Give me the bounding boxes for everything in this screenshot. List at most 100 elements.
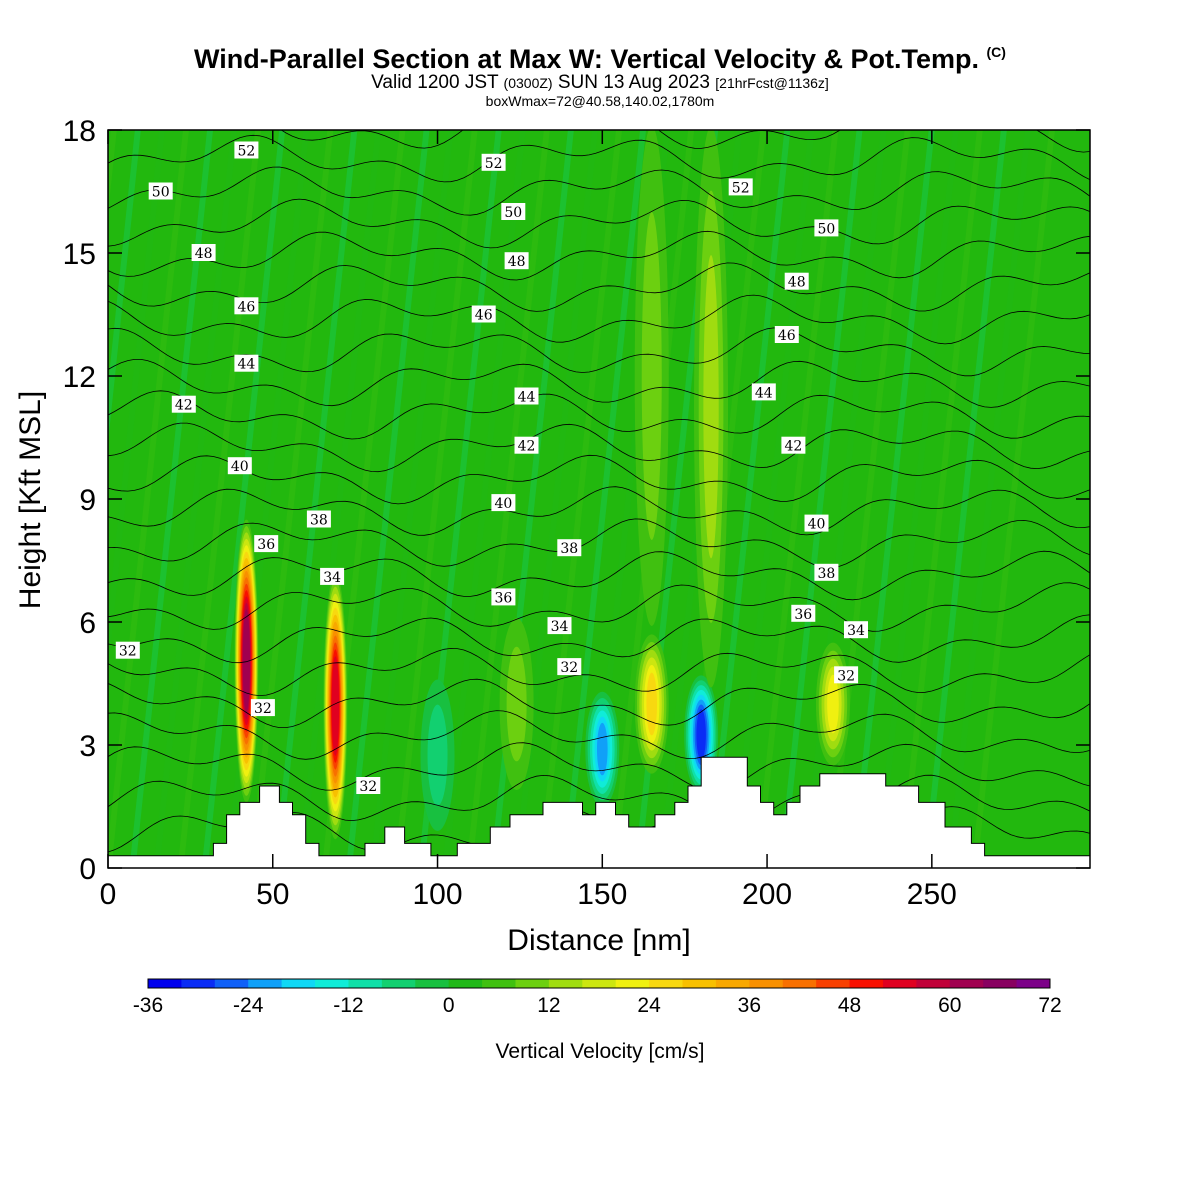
isentrope-label-bg — [834, 666, 859, 684]
w-feature-0 — [242, 609, 251, 713]
isentrope-label-bg — [481, 153, 506, 171]
isentrope-label: 44 — [751, 383, 776, 401]
colorbar-swatch — [1016, 979, 1051, 988]
isentrope-label-bg — [234, 141, 259, 159]
isentrope-41 — [108, 454, 1090, 505]
isentrope-42 — [108, 422, 1090, 473]
colorbar-label: 60 — [938, 994, 961, 1017]
colorbar-swatch — [515, 979, 550, 988]
isentrope-labels: 52 52 52 50 50 50 48 48 48 46 46 46 44 44 44 42 42 42 40 40… — [115, 141, 868, 795]
colorbar-label: 0 — [443, 994, 455, 1017]
x-tick-label: 250 — [907, 878, 957, 911]
y-tick-label: 12 — [63, 361, 96, 394]
colorbar-swatch — [715, 979, 750, 988]
isentrope-label-text: 40 — [494, 496, 512, 512]
colorbar-swatch — [882, 979, 917, 988]
isentrope-label-bg — [804, 514, 829, 532]
isentrope-label-bg — [234, 354, 259, 372]
isentrope-label-text: 34 — [551, 619, 569, 635]
isentrope-label-text: 38 — [817, 566, 835, 582]
colorbar-swatch — [181, 979, 216, 988]
isentrope-label-text: 32 — [119, 644, 137, 660]
isentrope-label: 52 — [728, 178, 753, 196]
isentrope-label: 48 — [504, 252, 529, 270]
isentrope-label-text: 46 — [237, 299, 255, 315]
field-streak — [442, 130, 526, 868]
valid-prefix: Valid 1200 JST — [371, 72, 499, 93]
x-tick-label: 0 — [100, 878, 117, 911]
isentrope-label-bg — [306, 510, 331, 528]
isentrope-label-bg — [471, 305, 496, 323]
isentrope-38 — [108, 550, 1090, 601]
isentrope-label-bg — [751, 383, 776, 401]
isentrope-label-text: 40 — [231, 459, 249, 475]
isentrope-label: 52 — [234, 141, 259, 160]
colorbar-swatch — [281, 979, 316, 988]
y-tick-label: 3 — [79, 730, 96, 763]
isentrope-label-text: 46 — [778, 328, 796, 344]
field-streak — [201, 130, 286, 868]
field-streak — [514, 130, 598, 868]
isentrope-label: 32 — [250, 699, 275, 717]
isentrope-label-bg — [254, 535, 279, 553]
isentrope-label: 32 — [834, 666, 859, 684]
isentrope-label-text: 32 — [837, 668, 855, 684]
colorbar: -36 -24 -12 0 12 24 36 48 60 72 — [133, 978, 1062, 1017]
colorbar-label: -12 — [333, 994, 363, 1017]
isentrope-label: 36 — [491, 588, 516, 606]
colorbar-swatch — [214, 979, 249, 988]
isentrope-label-bg — [227, 457, 252, 475]
valid-forecast: [21hrFcst@1136z] — [715, 75, 829, 91]
colorbar-frame — [147, 978, 1051, 989]
isentrope-label: 32 — [356, 777, 381, 795]
y-tick-label: 6 — [79, 607, 96, 640]
field-streak — [947, 130, 1031, 868]
isentrope-label-text: 50 — [152, 185, 170, 201]
isentrope-label-text: 46 — [475, 308, 493, 324]
w-feature-1 — [331, 656, 340, 756]
isentrope-label-bg — [234, 297, 259, 315]
isentrope-label-bg — [781, 436, 806, 454]
isentrope-label: 36 — [254, 535, 279, 553]
isentrope-label-bg — [504, 252, 529, 270]
x-tick-label: 50 — [256, 878, 289, 911]
isentrope-label-bg — [814, 563, 839, 581]
isentrope-label-text: 52 — [485, 156, 503, 172]
isentrope-label-text: 42 — [175, 398, 193, 414]
x-tick-label: 150 — [577, 878, 627, 911]
isentrope-label-bg — [501, 203, 526, 220]
w-feature-2 — [646, 672, 658, 736]
colorbar-swatch — [682, 979, 717, 988]
isentrope-label-text: 36 — [257, 537, 275, 553]
isentrope-40 — [108, 486, 1090, 536]
isentrope-label: 36 — [791, 604, 816, 623]
isentrope-label-text: 32 — [254, 701, 272, 717]
isentrope-label-text: 32 — [560, 660, 578, 676]
isentrope-32 — [108, 742, 1090, 792]
isentrope-label: 34 — [547, 617, 572, 635]
isentrope-label-bg — [320, 567, 345, 585]
isentrope-label: 50 — [148, 182, 173, 201]
isentrope-51 — [108, 134, 1090, 183]
field-streak — [778, 130, 863, 868]
field-streak — [153, 130, 238, 868]
isentrope-label: 38 — [814, 563, 839, 582]
colorbar-swatch — [949, 979, 984, 988]
isentrope-label: 52 — [481, 153, 506, 172]
isentrope-34 — [108, 678, 1090, 728]
colorbar-swatch — [615, 979, 650, 988]
isentrope-label: 44 — [514, 387, 539, 406]
isentrope-label-text: 52 — [237, 144, 255, 160]
field-streak — [394, 130, 478, 868]
colorbar-swatch — [749, 979, 784, 988]
colorbar-swatch — [248, 979, 283, 988]
isentrope-label-text: 52 — [732, 180, 750, 196]
y-tick-label: 18 — [63, 115, 96, 148]
isentrope-label: 42 — [781, 436, 806, 455]
field-streak — [177, 130, 262, 868]
isentrope-label-text: 44 — [237, 357, 255, 373]
isentrope-label: 40 — [227, 457, 252, 475]
terrain-profile — [108, 756, 1090, 868]
isentrope-label-text: 36 — [494, 590, 512, 606]
